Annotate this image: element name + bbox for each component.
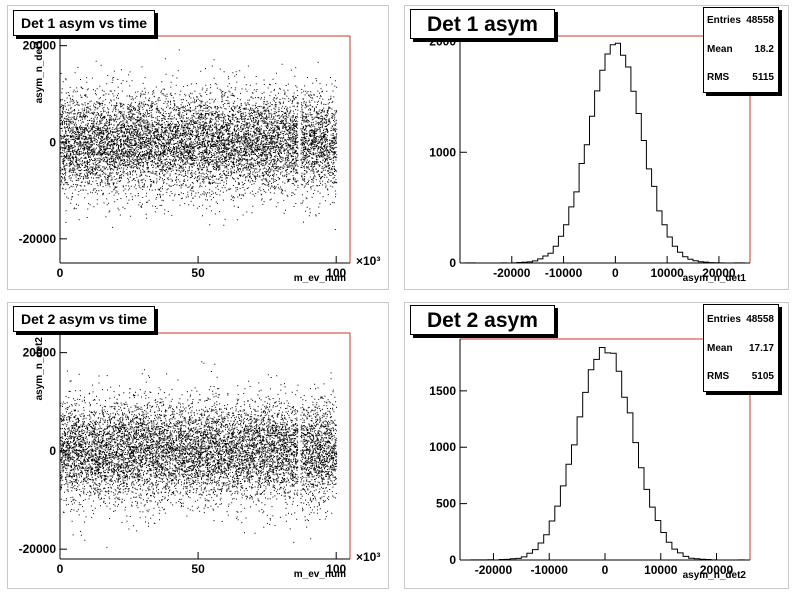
x-tick-label: 0 bbox=[602, 563, 609, 577]
x-tick-label: 50 bbox=[191, 266, 205, 280]
x-tick-label: 20000 bbox=[702, 266, 736, 280]
y-tick-label: 0 bbox=[49, 135, 56, 149]
scatter-points bbox=[60, 361, 338, 548]
x-tick-label: -10000 bbox=[531, 563, 569, 577]
x-tick-label: 50 bbox=[191, 562, 205, 576]
scatter-markers bbox=[60, 361, 338, 548]
stats-mean-value: 17.17 bbox=[748, 343, 774, 354]
scatter-2-frame bbox=[59, 332, 351, 560]
det2-histogram-plot: -20000 -10000 0 10000 20000 0 500 1000 1500 asym_… bbox=[429, 338, 751, 581]
stats-mean-label: Mean bbox=[707, 44, 733, 55]
x-exponent-label: ×10³ bbox=[356, 550, 380, 564]
y-tick-label: 1000 bbox=[429, 145, 456, 159]
det2-histogram-title: Det 2 asym bbox=[410, 305, 555, 335]
y-axis-label: asym_n_det2 bbox=[34, 337, 45, 401]
x-exponent-label: ×10³ bbox=[356, 254, 380, 268]
histogram-line bbox=[460, 42, 750, 264]
stats-entries-value: 48558 bbox=[746, 15, 774, 26]
x-tick-label: 0 bbox=[612, 266, 619, 280]
y-tick-label: 1500 bbox=[429, 384, 456, 398]
stats-entries-label: Entries bbox=[707, 314, 741, 325]
y-tick-label: 0 bbox=[49, 444, 56, 458]
x-tick-label: -20000 bbox=[493, 266, 531, 280]
det1-stats-box: Entries 48558 Mean 18.2 RMS 5115 bbox=[703, 7, 779, 93]
x-tick-label: -10000 bbox=[545, 266, 583, 280]
y-tick-label: -20000 bbox=[19, 542, 57, 556]
stats-rms-label: RMS bbox=[707, 371, 730, 382]
y-tick-label: -20000 bbox=[19, 232, 57, 246]
det2-stats-box: Entries 48558 Mean 17.17 RMS 5105 bbox=[703, 304, 779, 392]
x-tick-label: 0 bbox=[57, 562, 64, 576]
stats-mean-label: Mean bbox=[707, 343, 733, 354]
det1-histogram-title: Det 1 asym bbox=[410, 9, 555, 39]
x-axis-label: m_ev_num bbox=[294, 273, 346, 284]
x-tick-label: 0 bbox=[57, 266, 64, 280]
stats-entries-label: Entries bbox=[707, 15, 741, 26]
det1-scatter-plot: 0 50 100 -20000 0 20000 m_ev_num asym_n_det1 ×10… bbox=[19, 35, 380, 284]
stats-rms-value: 5115 bbox=[752, 72, 774, 83]
y-tick-label: 1000 bbox=[429, 440, 456, 454]
x-tick-label: 100 bbox=[326, 562, 346, 576]
scatter-points bbox=[60, 49, 338, 231]
pad-det1-histogram: -20000 -10000 0 10000 20000 0 1000 2000 asym_n_d… bbox=[404, 5, 789, 290]
scatter-markers bbox=[60, 49, 338, 231]
x-axis-label: m_ev_num bbox=[294, 569, 346, 580]
y-tick-label: 20000 bbox=[23, 346, 57, 360]
y-tick-label: 500 bbox=[436, 497, 456, 511]
det2-scatter-title: Det 2 asym vs time bbox=[13, 306, 156, 332]
y-tick-label: 0 bbox=[449, 553, 456, 567]
x-axis-label: asym_n_det2 bbox=[683, 570, 747, 581]
y-tick-label: 20000 bbox=[23, 39, 57, 53]
stats-mean-value: 18.2 bbox=[754, 44, 774, 55]
x-axis-label: asym_n_det1 bbox=[683, 273, 747, 284]
histogram-line bbox=[460, 347, 750, 561]
det1-scatter-title: Det 1 asym vs time bbox=[13, 10, 156, 36]
stats-rms-label: RMS bbox=[707, 72, 730, 83]
y-tick-label: 0 bbox=[449, 256, 456, 270]
x-tick-label: 10000 bbox=[644, 563, 678, 577]
x-tick-label: 100 bbox=[326, 266, 346, 280]
stats-entries-value: 48558 bbox=[746, 314, 774, 325]
x-tick-label: 10000 bbox=[650, 266, 684, 280]
pad-det1-scatter: 0 50 100 -20000 0 20000 m_ev_num asym_n_det1 ×10… bbox=[7, 5, 389, 290]
y-axis-label: asym_n_det1 bbox=[34, 40, 45, 104]
pad-det2-histogram: -20000 -10000 0 10000 20000 0 500 1000 1500 asym_… bbox=[404, 302, 789, 589]
pad-det2-scatter: 0 50 100 -20000 0 20000 m_ev_num asym_n_det2 ×10… bbox=[7, 302, 389, 589]
det2-scatter-plot: 0 50 100-20000020000m_ev_numasym_n_det2×10… bbox=[19, 332, 380, 580]
stats-rms-value: 5105 bbox=[751, 371, 774, 382]
x-tick-label: -20000 bbox=[475, 563, 513, 577]
x-tick-label: 20000 bbox=[700, 563, 734, 577]
scatter-0-frame bbox=[59, 35, 351, 264]
